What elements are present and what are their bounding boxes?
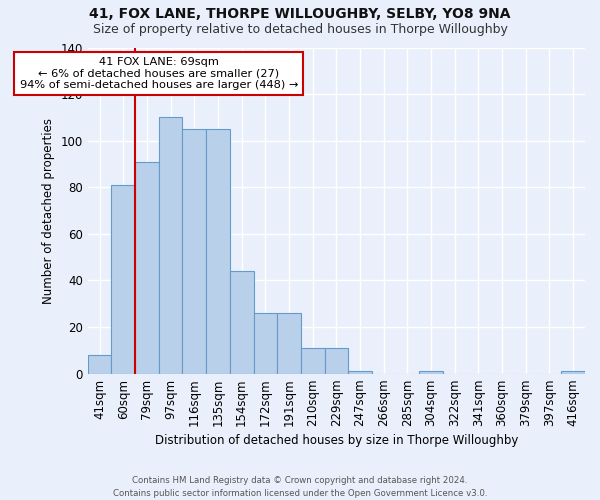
X-axis label: Distribution of detached houses by size in Thorpe Willoughby: Distribution of detached houses by size … <box>155 434 518 448</box>
Text: 41 FOX LANE: 69sqm
← 6% of detached houses are smaller (27)
94% of semi-detached: 41 FOX LANE: 69sqm ← 6% of detached hous… <box>20 57 298 90</box>
Text: 41, FOX LANE, THORPE WILLOUGHBY, SELBY, YO8 9NA: 41, FOX LANE, THORPE WILLOUGHBY, SELBY, … <box>89 8 511 22</box>
Bar <box>206 129 230 374</box>
Bar <box>182 129 206 374</box>
Bar <box>277 313 301 374</box>
Bar <box>301 348 325 374</box>
Text: Contains HM Land Registry data © Crown copyright and database right 2024.
Contai: Contains HM Land Registry data © Crown c… <box>113 476 487 498</box>
Bar <box>254 313 277 374</box>
Bar <box>419 372 443 374</box>
Y-axis label: Number of detached properties: Number of detached properties <box>42 118 55 304</box>
Bar <box>135 162 159 374</box>
Bar <box>562 372 585 374</box>
Bar <box>159 118 182 374</box>
Bar <box>112 185 135 374</box>
Bar <box>348 372 372 374</box>
Bar <box>88 355 112 374</box>
Bar <box>230 271 254 374</box>
Bar <box>325 348 348 374</box>
Text: Size of property relative to detached houses in Thorpe Willoughby: Size of property relative to detached ho… <box>92 22 508 36</box>
